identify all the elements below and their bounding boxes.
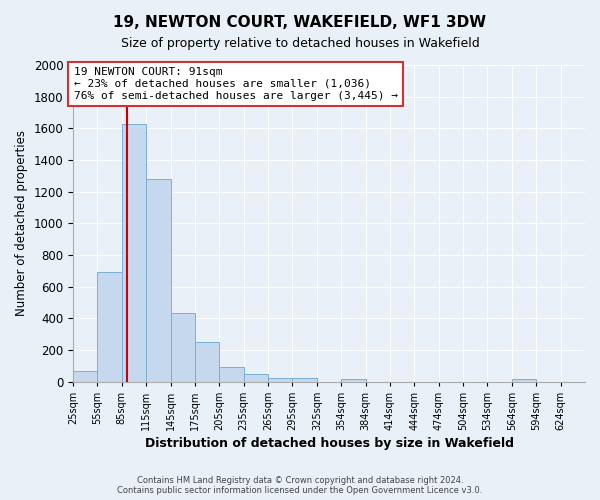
Bar bbox=[244, 374, 268, 382]
Text: Size of property relative to detached houses in Wakefield: Size of property relative to detached ho… bbox=[121, 38, 479, 51]
Bar bbox=[512, 380, 536, 382]
Y-axis label: Number of detached properties: Number of detached properties bbox=[15, 130, 28, 316]
Bar bbox=[195, 342, 220, 382]
Text: 19 NEWTON COURT: 91sqm
← 23% of detached houses are smaller (1,036)
76% of semi-: 19 NEWTON COURT: 91sqm ← 23% of detached… bbox=[74, 68, 398, 100]
Bar bbox=[97, 272, 122, 382]
Bar bbox=[341, 380, 365, 382]
Bar bbox=[220, 368, 244, 382]
X-axis label: Distribution of detached houses by size in Wakefield: Distribution of detached houses by size … bbox=[145, 437, 514, 450]
Text: Contains HM Land Registry data © Crown copyright and database right 2024.
Contai: Contains HM Land Registry data © Crown c… bbox=[118, 476, 482, 495]
Bar bbox=[268, 378, 292, 382]
Bar bbox=[146, 179, 170, 382]
Bar bbox=[170, 313, 195, 382]
Bar bbox=[73, 372, 97, 382]
Bar bbox=[292, 378, 317, 382]
Bar bbox=[122, 124, 146, 382]
Text: 19, NEWTON COURT, WAKEFIELD, WF1 3DW: 19, NEWTON COURT, WAKEFIELD, WF1 3DW bbox=[113, 15, 487, 30]
